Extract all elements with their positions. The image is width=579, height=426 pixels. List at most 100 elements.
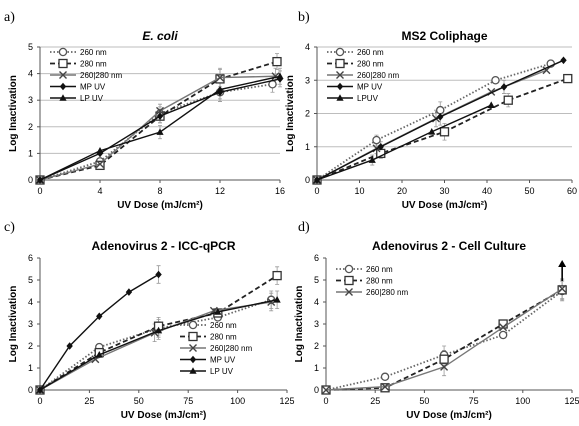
y-tick-label: 3 bbox=[314, 319, 319, 329]
legend-marker bbox=[189, 355, 197, 364]
y-tick-label: 4 bbox=[28, 297, 33, 307]
data-point bbox=[272, 270, 282, 281]
y-tick-label: 1 bbox=[314, 363, 319, 373]
legend-entry: 260|280 nm bbox=[80, 71, 122, 80]
legend-marker bbox=[345, 288, 353, 296]
y-tick-label: 5 bbox=[28, 42, 33, 52]
series-x bbox=[322, 284, 567, 394]
data-point bbox=[267, 298, 276, 306]
data-point bbox=[216, 73, 224, 82]
data-point bbox=[542, 66, 551, 75]
x-tick-label: 75 bbox=[469, 396, 479, 406]
x-tick-label: 20 bbox=[397, 186, 407, 196]
data-point bbox=[214, 308, 222, 315]
arrow-up-icon bbox=[558, 260, 567, 267]
y-tick-label: 3 bbox=[28, 95, 33, 105]
legend-entry: 260|280 nm bbox=[210, 344, 252, 353]
x-tick-label: 12 bbox=[215, 186, 225, 196]
data-point bbox=[557, 285, 567, 295]
legend-entry: MP UV bbox=[357, 83, 383, 92]
data-point bbox=[156, 106, 164, 115]
x-tick-label: 40 bbox=[482, 186, 492, 196]
panel-label: b) bbox=[298, 10, 310, 25]
legend-entry: 280 nm bbox=[366, 277, 393, 286]
x-tick-label: 4 bbox=[97, 186, 102, 196]
legend-marker bbox=[59, 94, 67, 101]
y-tick-label: 1 bbox=[305, 142, 310, 152]
x-tick-label: 0 bbox=[314, 186, 319, 196]
legend-marker bbox=[59, 82, 67, 91]
data-point bbox=[96, 146, 104, 154]
data-point bbox=[156, 128, 164, 135]
data-point bbox=[503, 95, 513, 105]
series-triangle bbox=[36, 296, 281, 393]
legend-entry: LP UV bbox=[210, 367, 234, 376]
x-tick-label: 50 bbox=[524, 186, 534, 196]
chart-panel-3: 0 1 2 3 4 5 6 0 25 50 75 100 125 c) Adenovirus 2 - ICC… bbox=[4, 220, 295, 421]
x-tick-label: 60 bbox=[567, 186, 577, 196]
y-tick-label: 4 bbox=[28, 69, 33, 79]
legend-marker bbox=[344, 264, 354, 274]
data-point bbox=[95, 351, 103, 358]
series-line bbox=[39, 83, 273, 181]
x-tick-label: 0 bbox=[37, 186, 42, 196]
series-triangle bbox=[36, 72, 284, 183]
data-point bbox=[276, 72, 284, 80]
data-point bbox=[437, 113, 444, 121]
data-point bbox=[273, 296, 281, 303]
data-point bbox=[96, 312, 103, 321]
x-tick-label: 100 bbox=[230, 396, 245, 406]
data-point bbox=[487, 101, 495, 108]
x-tick-label: 25 bbox=[370, 396, 380, 406]
y-tick-label: 2 bbox=[305, 109, 310, 119]
data-point bbox=[563, 73, 573, 84]
data-point bbox=[155, 270, 162, 279]
legend: 260 nm 280 nm 260|280 nm MP UV LP UV bbox=[50, 47, 122, 103]
legend-entry: 260|280 nm bbox=[357, 71, 399, 80]
series-diamond bbox=[36, 270, 162, 394]
legend-entry: LPUV bbox=[357, 94, 379, 103]
y-tick-label: 0 bbox=[314, 385, 319, 395]
y-axis-label: Log Inactivation bbox=[294, 286, 305, 363]
legend-entry: 280 nm bbox=[210, 333, 237, 342]
legend-marker bbox=[58, 47, 68, 57]
y-tick-label: 6 bbox=[28, 253, 33, 263]
legend-marker bbox=[188, 320, 198, 330]
y-tick-label: 5 bbox=[28, 275, 33, 285]
y-tick-label: 4 bbox=[305, 42, 310, 52]
data-point bbox=[66, 342, 73, 350]
legend-entry: MP UV bbox=[80, 83, 106, 92]
data-point bbox=[272, 56, 282, 67]
y-tick-label: 6 bbox=[314, 253, 319, 263]
legend-marker bbox=[336, 94, 344, 101]
y-axis-label: Log Inactivation bbox=[285, 75, 296, 152]
x-tick-label: 125 bbox=[564, 396, 579, 406]
legend: 260 nm 280 nm 260|280 nm MP UV LP UV bbox=[180, 320, 252, 376]
chart-title: E. coli bbox=[142, 29, 178, 43]
series-line bbox=[39, 274, 278, 391]
data-point bbox=[154, 326, 163, 334]
series-line bbox=[39, 298, 272, 391]
data-point bbox=[491, 76, 500, 85]
legend-entry: 260 nm bbox=[210, 321, 237, 330]
x-tick-label: 25 bbox=[84, 396, 94, 406]
legend-marker bbox=[188, 331, 198, 342]
chart-title: MS2 Coliphage bbox=[401, 29, 487, 43]
legend-entry: LP UV bbox=[80, 94, 104, 103]
legend-entry: 260 nm bbox=[366, 265, 393, 274]
legend-marker bbox=[335, 47, 345, 57]
data-point bbox=[380, 383, 390, 393]
x-tick-label: 0 bbox=[37, 396, 42, 406]
legend-marker bbox=[59, 71, 67, 79]
chart-title: Adenovirus 2 - ICC-qPCR bbox=[91, 239, 235, 253]
series-circle bbox=[321, 286, 567, 395]
y-tick-label: 2 bbox=[28, 341, 33, 351]
legend-marker bbox=[189, 344, 197, 352]
data-point bbox=[156, 112, 164, 120]
data-point bbox=[36, 176, 44, 183]
x-tick-label: 30 bbox=[439, 186, 449, 196]
data-point bbox=[216, 85, 224, 93]
data-point bbox=[440, 362, 449, 371]
legend-marker bbox=[335, 58, 345, 69]
